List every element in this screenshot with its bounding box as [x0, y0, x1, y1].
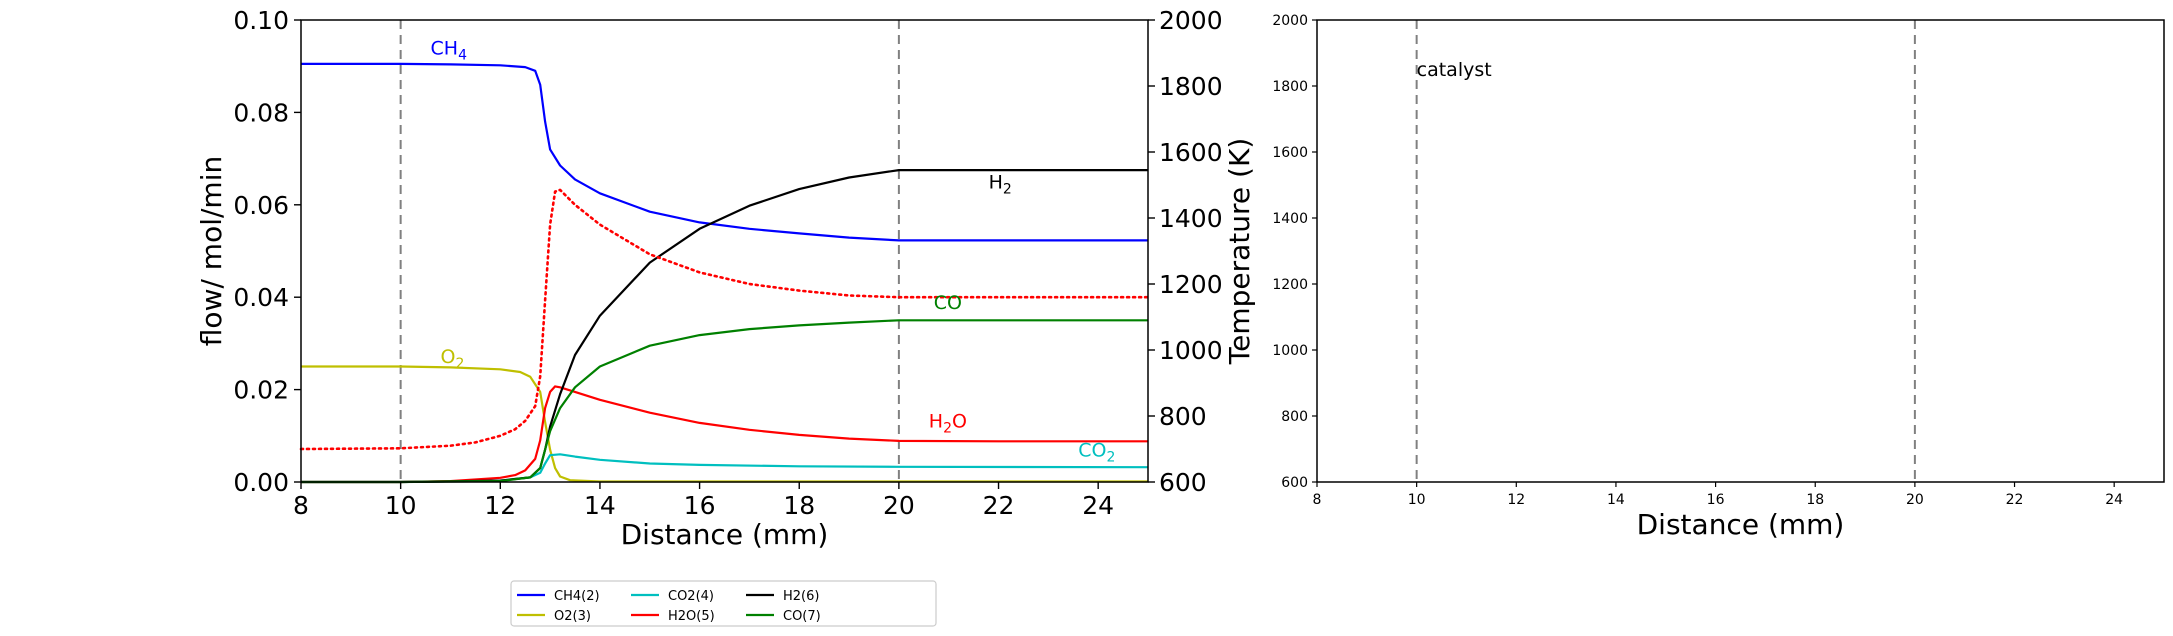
x-tick-label: 12 [484, 491, 516, 520]
y-tick-label: 1800 [1272, 79, 1308, 95]
x-tick-label: 14 [584, 491, 616, 520]
y-tick-label: 2000 [1272, 13, 1308, 29]
series-line-co7 [301, 319, 1148, 484]
y-tick-label: 0.10 [233, 6, 289, 35]
x-tick-label: 10 [1408, 492, 1426, 508]
left-plot-frame [300, 19, 1149, 483]
x-tick-label: 14 [1607, 492, 1625, 508]
x-tick-label: 20 [883, 491, 915, 520]
series-line-ch42 [301, 62, 1148, 242]
x-tick-label: 10 [385, 491, 417, 520]
series-annotation: CO2 [1078, 440, 1115, 466]
y2-tick-label: 2000 [1159, 6, 1223, 35]
legend-label: H2(6) [783, 589, 819, 604]
y-tick-label: 0.08 [233, 98, 289, 127]
y-tick-label: 1400 [1272, 211, 1308, 227]
x-tick-label: 16 [684, 491, 716, 520]
x-tick-label: 18 [1806, 492, 1824, 508]
y-tick-label: 0.00 [233, 468, 289, 497]
series-line-co24 [301, 453, 1149, 484]
y-tick-label: 600 [1281, 475, 1308, 491]
right-plot-frame [1316, 19, 2165, 483]
y-tick-label: 1600 [1272, 145, 1308, 161]
y2-tick-label: 1600 [1159, 138, 1223, 167]
y-tick-label: 0.04 [233, 283, 289, 312]
series-line-o23 [301, 365, 1148, 483]
x-tick-label: 8 [1313, 492, 1322, 508]
y-tick-label: 1000 [1272, 343, 1308, 359]
x-tick-label: 24 [1082, 491, 1114, 520]
legend-label: CO2(4) [668, 589, 714, 604]
y-tick-label: 1200 [1272, 277, 1308, 293]
y-tick-label: 800 [1281, 409, 1308, 425]
series-annotation: CH4 [431, 38, 468, 64]
legend-box [510, 580, 937, 627]
legend-label: CO(7) [783, 609, 821, 624]
x-tick-label: 24 [2105, 492, 2123, 508]
y-tick-label: 0.02 [233, 376, 289, 405]
series-line-h26 [301, 169, 1148, 484]
y2-tick-label: 1200 [1159, 270, 1223, 299]
x-tick-label: 22 [2006, 492, 2024, 508]
y2-tick-label: 1400 [1159, 204, 1223, 233]
y2-tick-label: 800 [1159, 402, 1207, 431]
series-annotation: O2 [441, 346, 465, 372]
series-line-h2o5 [301, 385, 1148, 484]
y-tick-label: 0.06 [233, 191, 289, 220]
y2-axis-label: Temperature (K) [1223, 138, 1256, 365]
series-annotation: CO [934, 292, 962, 314]
x-tick-label: 20 [1906, 492, 1924, 508]
series-annotation: H2 [989, 172, 1012, 198]
x-axis-label: Distance (mm) [621, 518, 829, 551]
series-annotation: H2O [929, 410, 967, 436]
catalyst-annotation: catalyst [1417, 59, 1492, 81]
x-tick-label: 8 [293, 491, 309, 520]
legend-label: O2(3) [554, 609, 591, 624]
legend: CH4(2) O2(3) CO2(4) H2O(5) H2(6) CO(7) [510, 580, 937, 627]
legend-label: H2O(5) [668, 609, 715, 624]
x-tick-label: 12 [1507, 492, 1525, 508]
y2-tick-label: 600 [1159, 468, 1207, 497]
x-tick-label: 18 [783, 491, 815, 520]
x-axis-label: Distance (mm) [1637, 508, 1845, 541]
y2-tick-label: 1000 [1159, 336, 1223, 365]
y-axis-label: flow/ mol/min [195, 156, 228, 346]
y2-tick-label: 1800 [1159, 72, 1223, 101]
x-tick-label: 16 [1707, 492, 1725, 508]
x-tick-label: 22 [983, 491, 1015, 520]
legend-label: CH4(2) [554, 589, 600, 604]
